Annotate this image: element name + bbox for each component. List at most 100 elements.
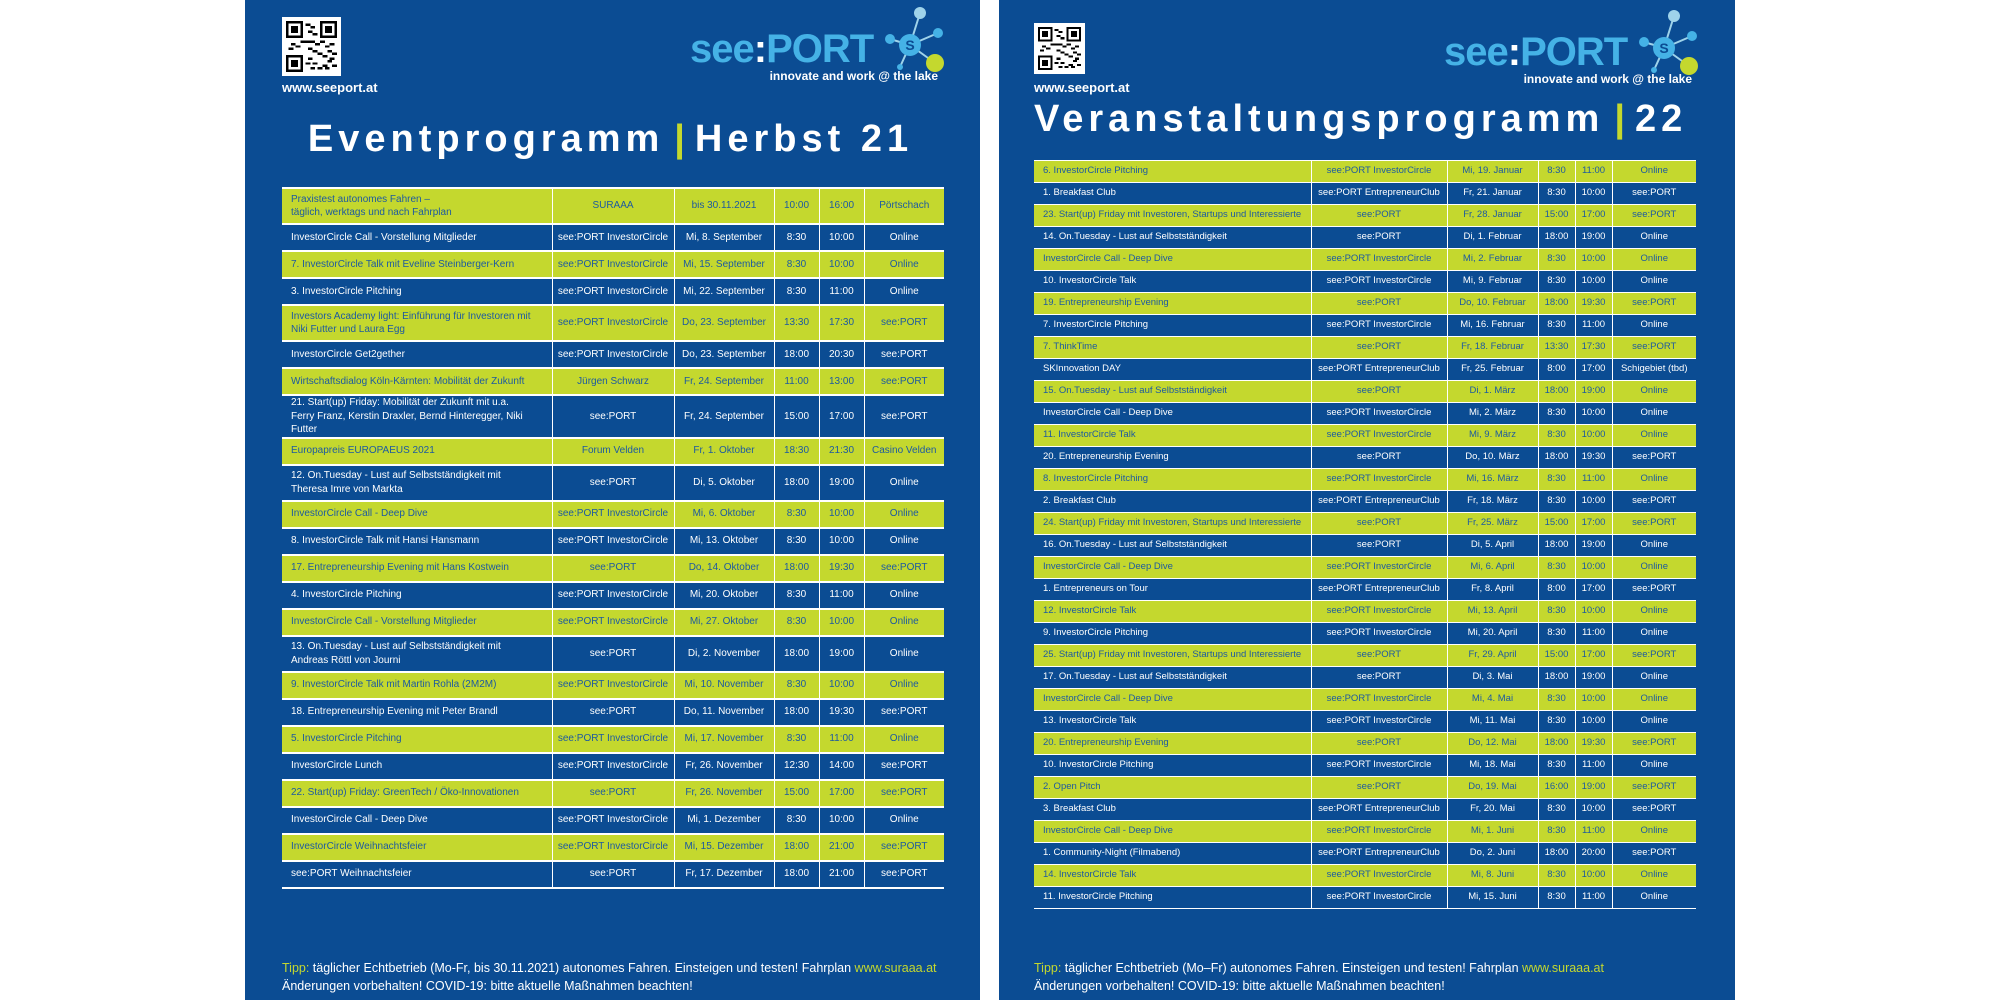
cell-end: 10:00: [818, 526, 865, 556]
cell-location: Schigebiet (tbd): [1611, 358, 1696, 381]
cell-date: Fr, 8. April: [1446, 578, 1539, 601]
cell-start: 8:30: [1537, 556, 1576, 579]
cell-organizer: see:PORT InvestorCircle: [551, 832, 675, 862]
cell-location: see:PORT: [1611, 204, 1696, 227]
cell-date: Fr, 24. September: [673, 367, 775, 396]
title-main: Eventprogramm: [307, 118, 665, 160]
cell-start: 18:00: [773, 832, 820, 862]
cell-start: 18:00: [1537, 666, 1576, 689]
table-row: 24. Start(up) Friday mit Investoren, Sta…: [1034, 512, 1696, 535]
cell-event: SKInnovation DAY: [1034, 358, 1312, 381]
table-row: 12. InvestorCircle Talk see:PORT Investor…: [1034, 600, 1696, 623]
table-row: InvestorCircle Weihnachtsfeier see:PORT I…: [282, 832, 944, 862]
cell-event: 20. Entrepreneurship Evening: [1034, 446, 1312, 469]
cell-event: 1. Entrepreneurs on Tour: [1034, 578, 1312, 601]
cell-event: 17. On.Tuesday - Lust auf Selbstständigk…: [1034, 666, 1312, 689]
cell-organizer: see:PORT InvestorCircle: [551, 223, 675, 252]
cell-end: 10:00: [1574, 270, 1613, 293]
cell-end: 13:00: [818, 367, 865, 396]
logo-tagline: innovate and work @ the lake: [1523, 72, 1692, 86]
cell-organizer: see:PORT: [551, 778, 675, 808]
cell-organizer: see:PORT: [1310, 644, 1448, 667]
poster-herbst-21: www.seeport.at S see:PORT innovate and w…: [245, 0, 980, 1000]
cell-location: see:PORT: [1611, 732, 1696, 755]
cell-end: 17:00: [1574, 644, 1613, 667]
cell-end: 10:00: [1574, 248, 1613, 271]
cell-start: 8:30: [1537, 820, 1576, 843]
cell-end: 21:00: [818, 832, 865, 862]
website-link[interactable]: www.seeport.at: [282, 80, 378, 95]
cell-end: 19:30: [818, 697, 865, 727]
cell-event: 16. On.Tuesday - Lust auf Selbstständigk…: [1034, 534, 1312, 557]
cell-organizer: see:PORT InvestorCircle: [551, 751, 675, 781]
cell-start: 8:30: [1537, 248, 1576, 271]
tip-label: Tipp:: [1034, 961, 1062, 975]
cell-end: 19:00: [818, 463, 865, 502]
event-table: 6. InvestorCircle Pitching see:PORT Inves…: [1034, 160, 1696, 909]
cell-start: 13:30: [773, 304, 820, 342]
cell-end: 19:00: [1574, 534, 1613, 557]
cell-event: 5. InvestorCircle Pitching: [282, 724, 553, 754]
cell-date: Mi, 15. September: [673, 250, 775, 279]
cell-start: 8:30: [773, 670, 820, 700]
cell-end: 17:00: [1574, 578, 1613, 601]
cell-location: see:PORT: [1611, 798, 1696, 821]
cell-organizer: see:PORT: [1310, 534, 1448, 557]
cell-start: 8:30: [1537, 402, 1576, 425]
cell-location: see:PORT: [1611, 578, 1696, 601]
cell-location: see:PORT: [863, 859, 944, 889]
title-season: 22: [1634, 98, 1688, 140]
poster-programm-22: www.seeport.at S see:PORT innovate and w…: [999, 0, 1735, 1000]
cell-start: 8:00: [1537, 358, 1576, 381]
cell-location: Online: [1611, 666, 1696, 689]
cell-organizer: see:PORT: [1310, 776, 1448, 799]
cell-event: 15. On.Tuesday - Lust auf Selbstständigk…: [1034, 380, 1312, 403]
cell-date: Fr, 1. Oktober: [673, 436, 775, 466]
qr-code[interactable]: [1034, 23, 1085, 74]
cell-event: InvestorCircle Call - Vorstellung Mitgli…: [282, 607, 553, 637]
table-row: InvestorCircle Call - Vorstellung Mitgli…: [282, 223, 944, 252]
suraaa-link[interactable]: www.suraaa.at: [1522, 961, 1604, 975]
table-row: InvestorCircle Call - Deep Dive see:PORT …: [1034, 248, 1696, 271]
cell-location: Online: [863, 250, 944, 279]
cell-organizer: see:PORT InvestorCircle: [551, 724, 675, 754]
cell-start: 13:30: [1537, 336, 1576, 359]
cell-event: 22. Start(up) Friday: GreenTech / Öko-In…: [282, 778, 553, 808]
cell-event: InvestorCircle Call - Deep Dive: [1034, 402, 1312, 425]
cell-date: Fr, 21. Januar: [1446, 182, 1539, 205]
cell-organizer: see:PORT InvestorCircle: [1310, 600, 1448, 623]
cell-end: 19:00: [1574, 666, 1613, 689]
tip-text: täglicher Echtbetrieb (Mo–Fr) autonomes …: [1061, 961, 1522, 975]
table-row: 6. InvestorCircle Pitching see:PORT Inves…: [1034, 160, 1696, 183]
cell-end: 17:00: [1574, 358, 1613, 381]
cell-event: Europapreis EUROPAEUS 2021: [282, 436, 553, 466]
cell-event: 4. InvestorCircle Pitching: [282, 580, 553, 610]
cell-location: Online: [863, 526, 944, 556]
logo-see: see: [1444, 30, 1509, 74]
cell-date: Di, 1. Februar: [1446, 226, 1539, 249]
tip-line: Tipp: täglicher Echtbetrieb (Mo–Fr) auto…: [1034, 959, 1604, 977]
cell-location: Online: [863, 499, 944, 529]
table-row: 9. InvestorCircle Pitching see:PORT Inves…: [1034, 622, 1696, 645]
cell-end: 10:00: [1574, 710, 1613, 733]
cell-date: Do, 10. Februar: [1446, 292, 1539, 315]
cell-date: Mi, 1. Juni: [1446, 820, 1539, 843]
cell-date: Mi, 15. Juni: [1446, 886, 1539, 909]
cell-event: 2. Breakfast Club: [1034, 490, 1312, 513]
cell-location: Online: [1611, 622, 1696, 645]
cell-location: see:PORT: [863, 553, 944, 583]
table-row: 7. InvestorCircle Talk mit Eveline Stein…: [282, 250, 944, 279]
cell-start: 15:00: [773, 778, 820, 808]
suraaa-link[interactable]: www.suraaa.at: [854, 961, 937, 975]
cell-organizer: SURAAA: [551, 187, 675, 225]
cell-start: 18:00: [1537, 534, 1576, 557]
cell-end: 19:00: [1574, 776, 1613, 799]
cell-location: Online: [863, 463, 944, 502]
cell-date: Do, 23. September: [673, 340, 775, 369]
cell-date: Mi, 6. Oktober: [673, 499, 775, 529]
cell-event: InvestorCircle Get2gether: [282, 340, 553, 369]
cell-organizer: see:PORT InvestorCircle: [551, 526, 675, 556]
website-link[interactable]: www.seeport.at: [1034, 80, 1130, 95]
qr-code[interactable]: [282, 17, 341, 76]
cell-event: 7. InvestorCircle Pitching: [1034, 314, 1312, 337]
